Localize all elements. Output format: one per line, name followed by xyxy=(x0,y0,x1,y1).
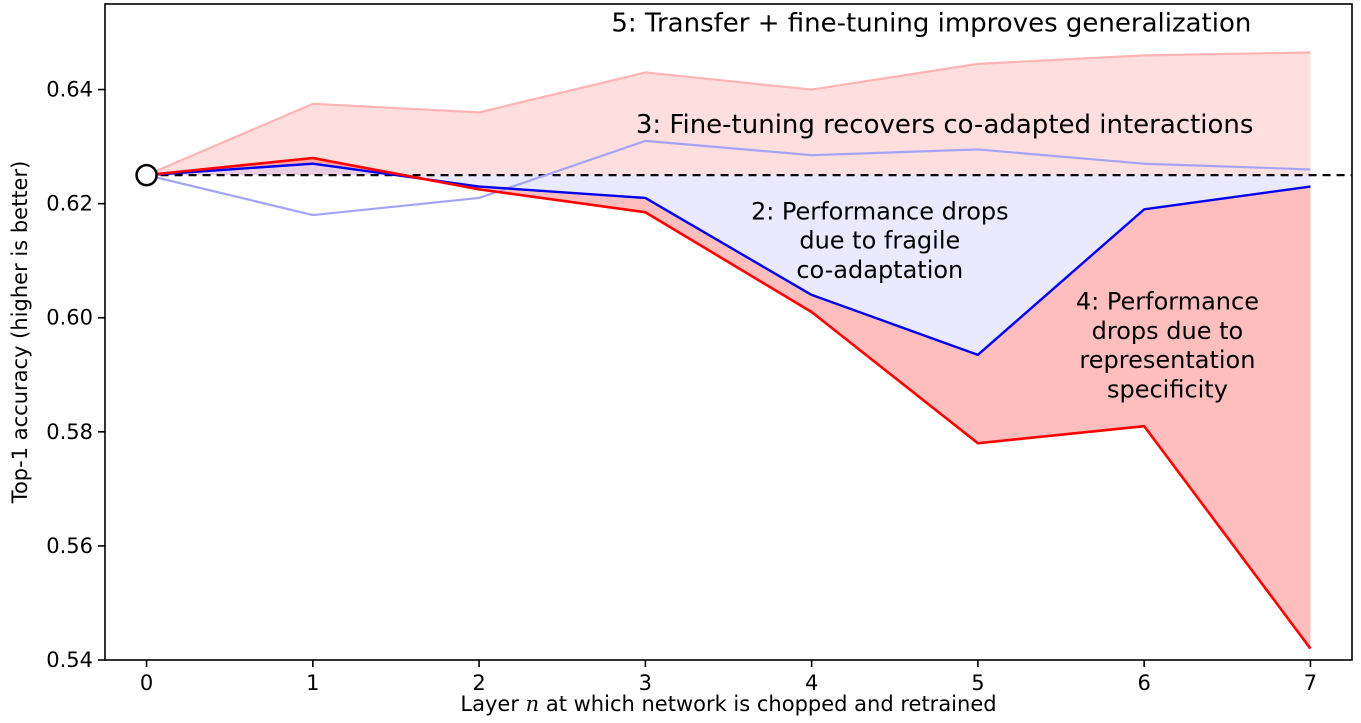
annotation-4: 4: Performance drops due to representation… xyxy=(1076,288,1259,404)
region-5-fill xyxy=(146,52,1311,176)
y-tick-label: 0.54 xyxy=(46,648,93,672)
y-axis-label: Top-1 accuracy (higher is better) xyxy=(8,161,32,505)
annotation-5: 5: Transfer + fine-tuning improves gener… xyxy=(611,8,1251,38)
x-tick-label: 7 xyxy=(1304,671,1317,695)
x-tick-label: 1 xyxy=(306,671,319,695)
x-axis-label: Layer n at which network is chopped and … xyxy=(460,692,996,716)
axes-frame xyxy=(104,3,1353,661)
line-3-fine-tuning-recovers xyxy=(146,139,1311,217)
start-accuracy-marker xyxy=(135,163,158,187)
line-2-fragile-coadaptation xyxy=(146,162,1311,357)
y-tick-label: 0.62 xyxy=(46,192,93,216)
y-tick-label: 0.58 xyxy=(46,420,93,444)
region-4-fill xyxy=(146,158,1311,649)
x-tick-label: 4 xyxy=(805,671,818,695)
annotation-2: 2: Performance drops due to fragile co-ada… xyxy=(751,197,1009,284)
x-tick-label: 2 xyxy=(472,671,485,695)
x-tick-label: 3 xyxy=(639,671,652,695)
x-tick-label: 0 xyxy=(140,671,153,695)
x-tick-label: 5 xyxy=(971,671,984,695)
region-2-fill xyxy=(146,163,1311,355)
annotation-3: 3: Fine-tuning recovers co-adapted inter… xyxy=(636,110,1254,140)
y-tick-label: 0.60 xyxy=(46,306,93,330)
x-tick-label: 6 xyxy=(1137,671,1150,695)
y-tick-label: 0.64 xyxy=(46,78,93,102)
line-5-transfer-plus-fine-tuning xyxy=(146,51,1311,177)
line-4-representation-specificity xyxy=(146,156,1312,650)
y-tick-label: 0.56 xyxy=(46,534,93,558)
